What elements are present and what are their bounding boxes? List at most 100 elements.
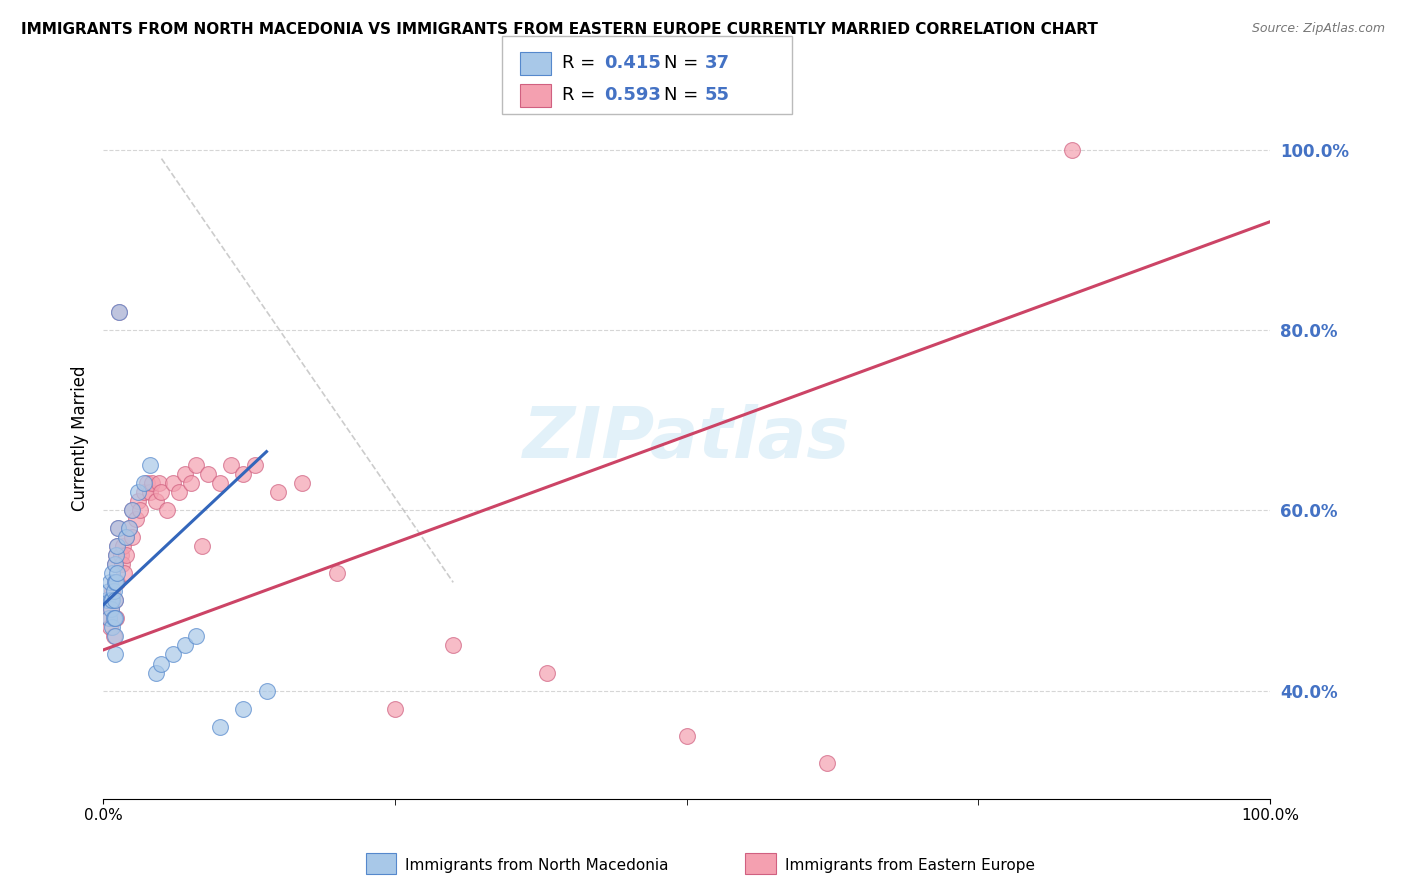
Point	[132, 485, 155, 500]
Point	[162, 648, 184, 662]
Text: Immigrants from North Macedonia: Immigrants from North Macedonia	[405, 858, 668, 872]
Point	[107, 521, 129, 535]
Text: 55: 55	[704, 87, 730, 104]
Point	[104, 549, 127, 563]
Point	[121, 503, 143, 517]
Point	[98, 620, 121, 634]
Point	[115, 530, 138, 544]
Point	[536, 665, 558, 680]
Point	[104, 611, 127, 625]
Point	[104, 611, 127, 625]
Point	[145, 665, 167, 680]
Point	[150, 485, 173, 500]
Point	[150, 657, 173, 671]
Point	[290, 476, 312, 491]
Point	[1060, 143, 1083, 157]
Point	[105, 575, 128, 590]
Text: ZIPatlas: ZIPatlas	[523, 403, 851, 473]
Point	[115, 530, 138, 544]
Point	[115, 549, 138, 563]
Point	[97, 584, 120, 599]
Point	[148, 476, 170, 491]
Text: IMMIGRANTS FROM NORTH MACEDONIA VS IMMIGRANTS FROM EASTERN EUROPE CURRENTLY MARR: IMMIGRANTS FROM NORTH MACEDONIA VS IMMIG…	[21, 22, 1098, 37]
Point	[243, 458, 266, 472]
Point	[232, 467, 254, 482]
Point	[101, 566, 124, 581]
Point	[129, 503, 152, 517]
Point	[256, 683, 278, 698]
Point	[104, 575, 127, 590]
Point	[139, 458, 162, 472]
Text: R =: R =	[562, 54, 602, 72]
Point	[101, 620, 124, 634]
Point	[145, 494, 167, 508]
Point	[162, 476, 184, 491]
Point	[325, 566, 347, 581]
Text: N =: N =	[664, 87, 703, 104]
Point	[208, 476, 231, 491]
Point	[100, 602, 122, 616]
Point	[101, 593, 124, 607]
Point	[132, 476, 155, 491]
Point	[97, 611, 120, 625]
Point	[815, 756, 838, 770]
Text: N =: N =	[664, 54, 703, 72]
Point	[105, 539, 128, 553]
Point	[141, 476, 163, 491]
Point	[675, 729, 697, 743]
Point	[127, 494, 149, 508]
Point	[104, 575, 127, 590]
Point	[118, 521, 141, 535]
Point	[186, 630, 208, 644]
Point	[127, 485, 149, 500]
Point	[221, 458, 243, 472]
Point	[105, 539, 128, 553]
Point	[441, 639, 464, 653]
Point	[111, 558, 134, 572]
Text: R =: R =	[562, 87, 602, 104]
Text: 37: 37	[704, 54, 730, 72]
Point	[121, 503, 143, 517]
Point	[103, 630, 125, 644]
Point	[139, 485, 162, 500]
Point	[103, 584, 125, 599]
Point	[125, 512, 148, 526]
Text: Source: ZipAtlas.com: Source: ZipAtlas.com	[1251, 22, 1385, 36]
Y-axis label: Currently Married: Currently Married	[72, 366, 89, 511]
Point	[191, 539, 214, 553]
Point	[104, 575, 127, 590]
Point	[97, 611, 120, 625]
Point	[104, 593, 127, 607]
Point	[112, 566, 135, 581]
Point	[384, 701, 406, 715]
Point	[104, 558, 127, 572]
Point	[108, 305, 131, 319]
Point	[110, 549, 132, 563]
Point	[173, 639, 195, 653]
Point	[103, 611, 125, 625]
Point	[108, 305, 131, 319]
Text: 0.415: 0.415	[605, 54, 661, 72]
Point	[186, 458, 208, 472]
Point	[101, 584, 124, 599]
Point	[104, 630, 127, 644]
Point	[121, 530, 143, 544]
Point	[232, 701, 254, 715]
Point	[96, 593, 118, 607]
Point	[104, 648, 127, 662]
Point	[267, 485, 290, 500]
Point	[107, 521, 129, 535]
Point	[156, 503, 179, 517]
Point	[98, 575, 121, 590]
Point	[136, 476, 159, 491]
Text: Immigrants from Eastern Europe: Immigrants from Eastern Europe	[785, 858, 1035, 872]
Point	[104, 558, 127, 572]
Point	[100, 602, 122, 616]
Point	[180, 476, 202, 491]
Point	[104, 549, 127, 563]
Point	[105, 566, 128, 581]
Point	[197, 467, 219, 482]
Point	[167, 485, 190, 500]
Text: 0.593: 0.593	[605, 87, 661, 104]
Point	[104, 593, 127, 607]
